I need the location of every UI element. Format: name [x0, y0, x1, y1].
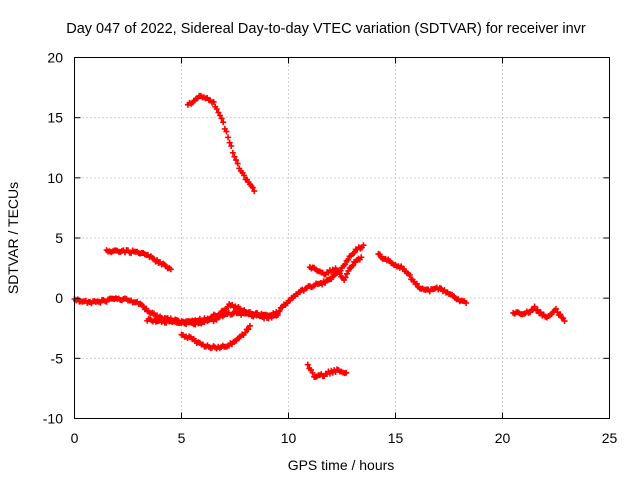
y-tick-label: -5: [51, 350, 64, 366]
data-point: [249, 184, 256, 191]
series-arc-6: [306, 254, 365, 283]
x-axis-label: GPS time / hours: [288, 457, 395, 473]
data-point: [336, 270, 343, 277]
x-tick-label: 20: [495, 430, 511, 446]
data-point: [242, 329, 249, 336]
data-point: [241, 172, 248, 179]
y-axis-label: SDTVAR / TECUs: [5, 182, 21, 294]
x-tick-label: 15: [388, 430, 404, 446]
y-tick-label: 20: [47, 50, 63, 66]
data-point: [360, 242, 367, 249]
series-arc-5: [144, 242, 367, 326]
axis-ticks: 0 5 10 15 20 25 -10 -5 0 5 10 15 20: [43, 50, 618, 447]
series-arc-4: [178, 322, 253, 352]
data-point: [223, 128, 230, 135]
data-point: [167, 266, 174, 273]
series-arc-3: [184, 92, 258, 195]
data-point: [406, 272, 413, 279]
series-arc-9: [510, 303, 568, 325]
y-tick-label: 5: [55, 230, 63, 246]
data-point: [231, 153, 238, 160]
gridlines: [74, 57, 610, 419]
data-point: [463, 299, 470, 306]
data-point: [557, 311, 564, 318]
series-arc-2: [103, 247, 174, 273]
data-point: [332, 265, 339, 272]
data-point: [246, 322, 253, 329]
data-point: [229, 149, 236, 156]
data-point: [349, 262, 356, 269]
x-tick-label: 25: [602, 430, 618, 446]
x-tick-label: 10: [281, 430, 297, 446]
data-point: [342, 261, 349, 268]
series-arc-8: [375, 250, 470, 306]
data-point: [553, 305, 559, 312]
data-point: [376, 251, 383, 258]
data-point: [309, 369, 316, 376]
data-point: [342, 274, 349, 281]
data-points: [71, 92, 568, 381]
data-point: [213, 106, 220, 113]
data-point: [319, 281, 326, 288]
data-point: [304, 361, 311, 368]
y-tick-label: 15: [47, 110, 63, 126]
data-point: [351, 249, 358, 256]
data-point: [343, 369, 350, 376]
data-point: [534, 306, 541, 313]
x-tick-label: 0: [71, 430, 79, 446]
y-tick-label: 10: [47, 170, 63, 186]
data-point: [234, 160, 241, 167]
data-point: [228, 142, 235, 149]
data-point: [210, 98, 217, 105]
data-point: [251, 188, 258, 195]
data-point: [218, 115, 225, 122]
data-point: [276, 308, 283, 315]
y-tick-label: -10: [43, 411, 63, 427]
data-point: [233, 157, 240, 164]
data-point: [217, 311, 224, 318]
y-tick-label: 0: [55, 290, 63, 306]
data-point: [154, 256, 161, 263]
x-tick-label: 5: [178, 430, 186, 446]
chart-title: Day 047 of 2022, Sidereal Day-to-day VTE…: [66, 21, 586, 37]
data-point: [245, 326, 252, 333]
data-point: [358, 254, 365, 261]
data-point: [225, 134, 232, 141]
data-point: [537, 309, 544, 316]
series-arc-7: [304, 361, 350, 381]
data-point: [345, 256, 352, 263]
data-point: [561, 318, 568, 325]
data-point: [220, 119, 227, 126]
data-point: [413, 280, 420, 287]
data-point: [226, 139, 233, 146]
data-point: [531, 303, 538, 310]
